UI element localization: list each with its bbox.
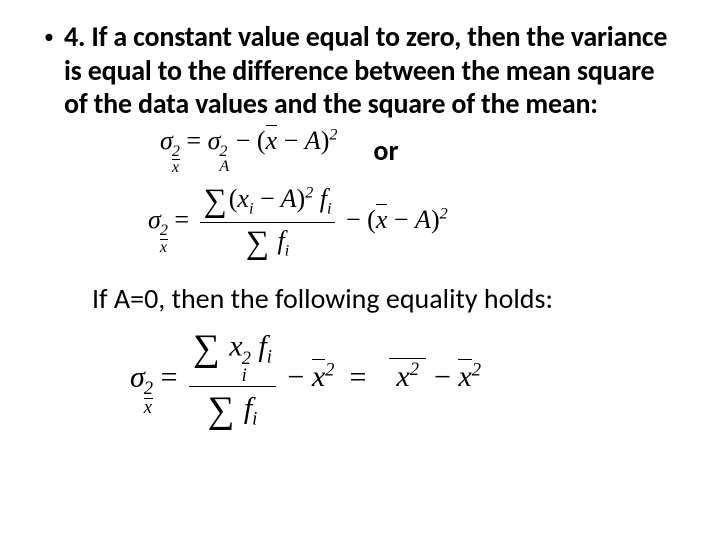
equation-1: σ2x = σ2A − (x − A)2	[160, 125, 337, 176]
equation-2: σ2x = ∑(xi − A)2 fi ∑ fi − (x − A)2	[148, 205, 448, 234]
bullet-marker: •	[44, 27, 54, 47]
equation-2-row: σ2x = ∑(xi − A)2 fi ∑ fi − (x − A)2	[148, 182, 680, 263]
equation-3-row: σ2x = ∑ x2i fi ∑ fi − x2 = x2 − x2	[130, 326, 680, 433]
bullet-item: • 4. If a constant value equal to zero, …	[40, 20, 680, 121]
slide-content: • 4. If a constant value equal to zero, …	[0, 0, 720, 453]
equation-1-row: σ2x = σ2A − (x − A)2 or	[160, 125, 680, 176]
bullet-text: 4. If a constant value equal to zero, th…	[64, 20, 680, 121]
equation-3: σ2x = ∑ x2i fi ∑ fi − x2 = x2 − x2	[130, 326, 481, 433]
or-label: or	[373, 133, 398, 168]
plain-line: If A=0, then the following equality hold…	[92, 281, 680, 316]
